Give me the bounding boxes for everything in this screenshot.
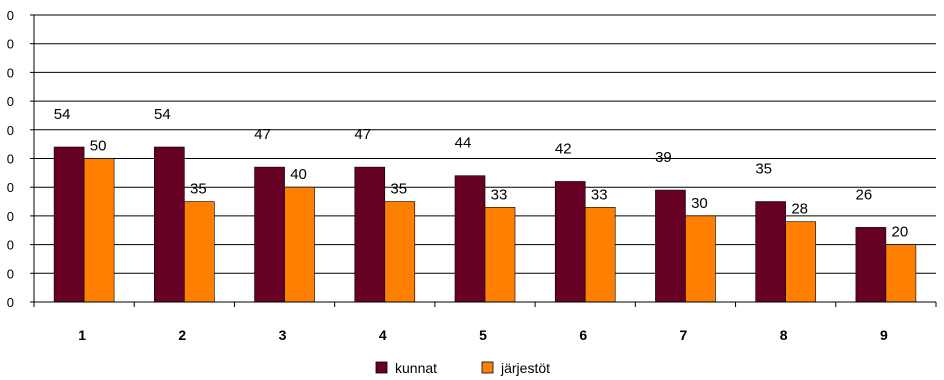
- data-label: 33: [591, 186, 608, 203]
- data-label: 47: [354, 126, 371, 143]
- y-tick-label: 0: [7, 65, 14, 80]
- bar-kunnat: [354, 166, 386, 303]
- data-label: 40: [290, 166, 307, 183]
- bar-jarjestot: [484, 206, 516, 303]
- x-tick-label: 6: [579, 327, 587, 343]
- data-label: 54: [154, 106, 171, 123]
- y-axis-ticks: 0 0 0 0 0 0 0 0 0 0 0: [7, 8, 34, 310]
- data-label: 35: [390, 181, 407, 198]
- y-tick-label: 0: [7, 123, 14, 138]
- bar-jarjestot: [83, 158, 115, 303]
- x-axis-ticks: 1 2 3 4 5 6 7 8 9: [33, 302, 937, 343]
- bar-kunnat: [554, 181, 586, 303]
- data-label: 30: [691, 195, 708, 212]
- y-tick-label: 0: [7, 209, 14, 224]
- bar-kunnat: [655, 189, 686, 303]
- x-tick-label: 8: [780, 327, 788, 343]
- data-label: 35: [755, 161, 772, 178]
- data-label: 33: [491, 186, 508, 203]
- bar-jarjestot: [184, 201, 215, 303]
- data-label: 44: [455, 135, 472, 152]
- legend: kunnat järjestöt: [375, 360, 550, 376]
- bar-jarjestot: [885, 244, 917, 303]
- y-tick-label: 0: [7, 94, 14, 109]
- data-label: 47: [254, 126, 271, 143]
- y-tick-label: 0: [7, 180, 14, 195]
- y-tick-label: 0: [7, 152, 14, 167]
- x-tick-label: 4: [379, 327, 387, 343]
- bar-kunnat: [755, 201, 786, 303]
- y-tick-label: 0: [7, 266, 14, 281]
- bar-kunnat: [154, 146, 185, 303]
- bar-jarjestot: [785, 221, 816, 303]
- data-label: 35: [190, 181, 207, 198]
- x-tick-label: 2: [178, 327, 186, 343]
- x-tick-label: 1: [78, 327, 86, 343]
- data-label: 39: [655, 149, 672, 166]
- data-label: 26: [856, 186, 873, 203]
- y-tick-label: 0: [7, 238, 14, 253]
- y-tick-label: 0: [7, 37, 14, 52]
- legend-swatch: [481, 361, 494, 374]
- legend-label: järjestöt: [500, 360, 550, 376]
- axes: [33, 15, 936, 303]
- legend-label: kunnat: [395, 360, 437, 376]
- bar-jarjestot: [584, 206, 616, 303]
- legend-swatch: [375, 361, 388, 374]
- bar-jarjestot: [284, 186, 315, 303]
- data-label: 42: [555, 140, 572, 157]
- data-labels: 54 50 54 35 47 40 47 35 44 33 42 33 39 30 35 28 26 20: [54, 106, 908, 241]
- bar-kunnat: [855, 227, 887, 303]
- y-tick-label: 0: [7, 8, 14, 23]
- bar-kunnat: [53, 146, 85, 303]
- bars: [53, 146, 917, 303]
- data-label: 50: [90, 138, 107, 155]
- x-tick-label: 7: [680, 327, 688, 343]
- x-tick-label: 9: [880, 327, 888, 343]
- y-tick-label: 0: [7, 295, 14, 310]
- x-tick-label: 5: [479, 327, 487, 343]
- data-label: 54: [54, 106, 71, 123]
- x-tick-label: 3: [279, 327, 287, 343]
- bar-kunnat: [454, 175, 486, 303]
- bar-jarjestot: [384, 201, 416, 303]
- bar-jarjestot: [685, 215, 716, 303]
- data-label: 20: [892, 224, 909, 241]
- data-label: 28: [791, 201, 808, 218]
- bar-kunnat: [254, 166, 285, 303]
